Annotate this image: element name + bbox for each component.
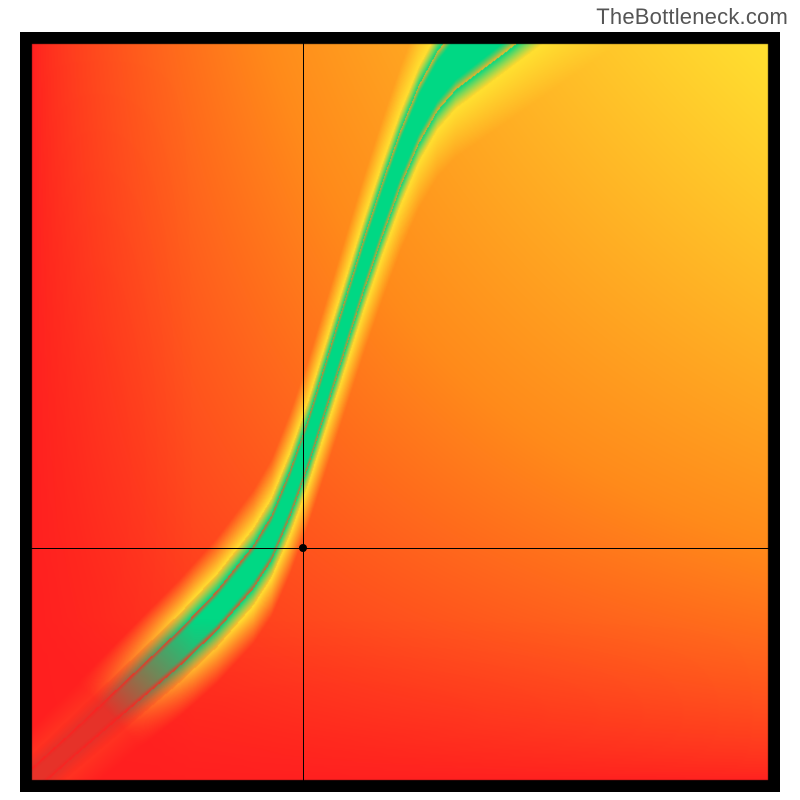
crosshair-vertical bbox=[303, 32, 304, 792]
chart-container: TheBottleneck.com bbox=[0, 0, 800, 800]
heatmap-canvas bbox=[20, 32, 780, 792]
watermark-text: TheBottleneck.com bbox=[596, 4, 788, 30]
selection-point bbox=[299, 544, 307, 552]
crosshair-horizontal bbox=[20, 548, 780, 549]
plot-area bbox=[20, 32, 780, 792]
